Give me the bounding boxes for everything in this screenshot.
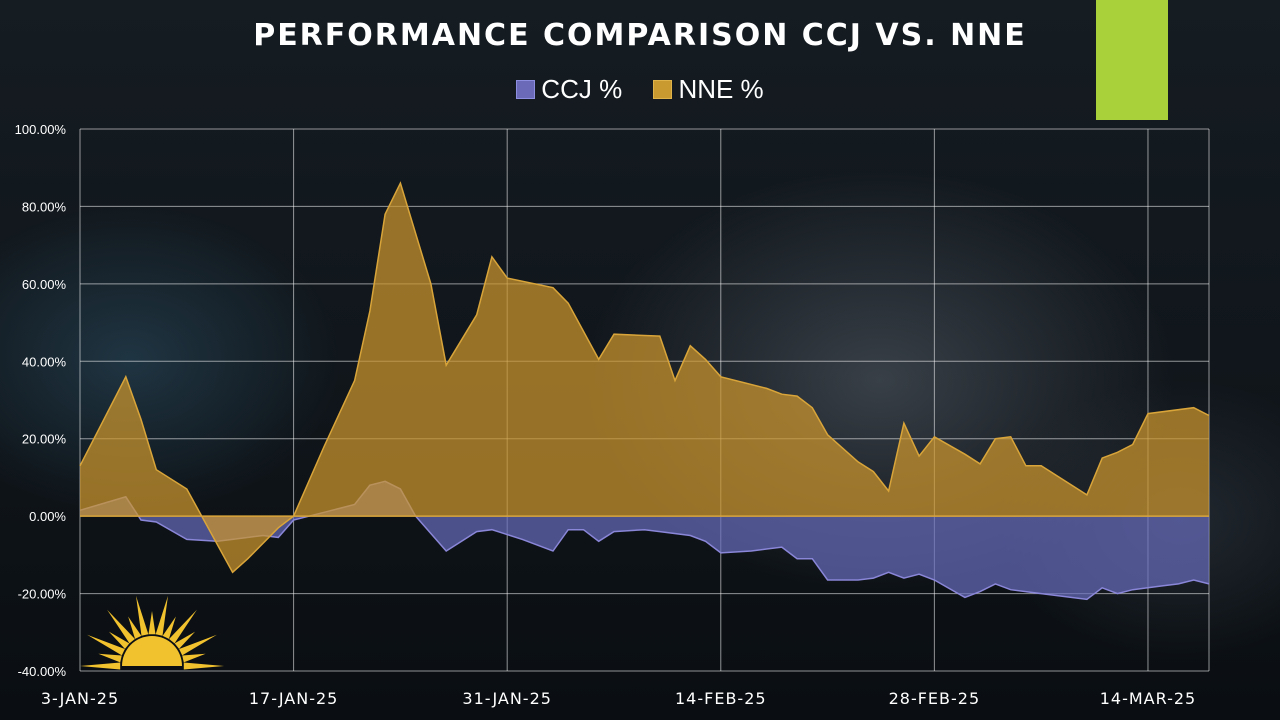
y-tick-label: 20.00% bbox=[22, 432, 67, 447]
sun-logo bbox=[80, 595, 224, 670]
area-layer bbox=[79, 181, 1210, 601]
x-tick-label: 3-JAN-25 bbox=[41, 689, 119, 708]
sun-ray bbox=[148, 611, 156, 635]
sun-ray bbox=[107, 609, 135, 644]
x-tick-label: 31-JAN-25 bbox=[462, 689, 552, 708]
x-tick-label: 14-MAR-25 bbox=[1100, 689, 1196, 708]
sun-disc bbox=[122, 636, 182, 666]
y-tick-label: -20.00% bbox=[18, 587, 67, 602]
y-tick-label: 0.00% bbox=[29, 509, 66, 524]
legend-label-ccj: CCJ % bbox=[541, 74, 623, 104]
sun-ray bbox=[108, 631, 130, 649]
sun-ray bbox=[87, 634, 125, 656]
legend: CCJ % NNE % bbox=[0, 74, 1280, 105]
y-tick-label: 40.00% bbox=[22, 354, 67, 369]
line-nne bbox=[79, 181, 1210, 574]
x-tick-label: 28-FEB-25 bbox=[889, 689, 981, 708]
axis-layer: 100.00% 80.00% 60.00% 40.00% 20.00% 0.00% -20.… bbox=[15, 122, 1196, 708]
legend-item-nne: NNE % bbox=[653, 74, 764, 105]
legend-swatch-ccj bbox=[516, 79, 536, 99]
y-tick-label: 60.00% bbox=[22, 277, 67, 292]
sun-ray bbox=[174, 631, 196, 649]
legend-item-ccj: CCJ % bbox=[516, 74, 622, 105]
sun-ray bbox=[179, 634, 217, 656]
line-ccj bbox=[79, 480, 1210, 601]
sun-ray bbox=[128, 616, 142, 639]
sun-ray bbox=[169, 609, 197, 644]
sun-ray bbox=[182, 653, 206, 663]
sun-ray bbox=[155, 595, 169, 636]
sun-ray bbox=[98, 653, 122, 663]
legend-label-nne: NNE % bbox=[678, 74, 764, 104]
chart-title: PERFORMANCE COMPARISON CCJ VS. NNE bbox=[253, 18, 1027, 53]
sun-ray bbox=[135, 595, 149, 636]
y-tick-label: -40.00% bbox=[18, 664, 67, 679]
x-tick-label: 17-JAN-25 bbox=[249, 689, 339, 708]
accent-block bbox=[1096, 0, 1168, 120]
area-nne-fill bbox=[80, 183, 1209, 573]
y-tick-label: 80.00% bbox=[22, 199, 67, 214]
y-tick-label: 100.00% bbox=[15, 122, 67, 137]
sun-ray bbox=[183, 662, 224, 670]
sun-ray bbox=[80, 662, 121, 670]
legend-swatch-nne bbox=[653, 79, 673, 99]
sun-ray bbox=[162, 616, 176, 639]
x-tick-label: 14-FEB-25 bbox=[675, 689, 767, 708]
